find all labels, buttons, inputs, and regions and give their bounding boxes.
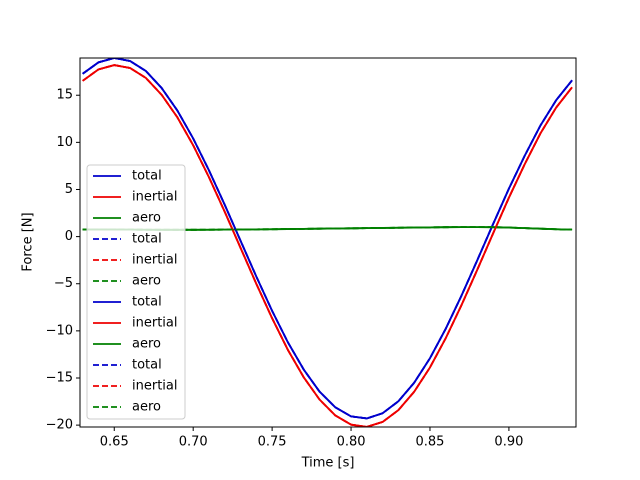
y-tick-label: −10 — [46, 323, 73, 338]
legend-label: total — [132, 232, 162, 247]
y-tick-label: 5 — [65, 182, 73, 197]
x-axis-label: Time [s] — [301, 456, 355, 471]
legend-label: aero — [132, 274, 161, 289]
y-tick-label: −5 — [54, 276, 73, 291]
plot-frame — [79, 57, 577, 428]
y-tick-label: −15 — [46, 370, 73, 385]
legend-label: aero — [132, 337, 161, 352]
series-line — [82, 64, 573, 427]
legend-label: aero — [132, 400, 161, 415]
y-tick-label: −20 — [46, 418, 73, 433]
x-tick-label: 0.70 — [179, 435, 208, 450]
x-tick-label: 0.80 — [337, 435, 366, 450]
legend-label: total — [132, 358, 162, 373]
y-tick-label: 10 — [56, 135, 73, 150]
x-tick-label: 0.85 — [416, 435, 445, 450]
plot-lines — [82, 58, 573, 427]
y-tick-label: 0 — [65, 229, 73, 244]
legend-label: total — [132, 169, 162, 184]
y-axis-label: Force [N] — [21, 212, 36, 271]
legend-label: total — [132, 295, 162, 310]
x-tick-label: 0.65 — [100, 435, 129, 450]
y-tick-label: 15 — [56, 88, 73, 103]
legend-label: inertial — [132, 316, 177, 331]
legend-label: inertial — [132, 379, 177, 394]
legend-label: inertial — [132, 190, 177, 205]
x-tick-label: 0.90 — [494, 435, 523, 450]
legend-label: inertial — [132, 253, 177, 268]
legend-box — [86, 164, 186, 420]
series-line — [82, 58, 573, 420]
x-tick-label: 0.75 — [258, 435, 287, 450]
legend-label: aero — [132, 211, 161, 226]
